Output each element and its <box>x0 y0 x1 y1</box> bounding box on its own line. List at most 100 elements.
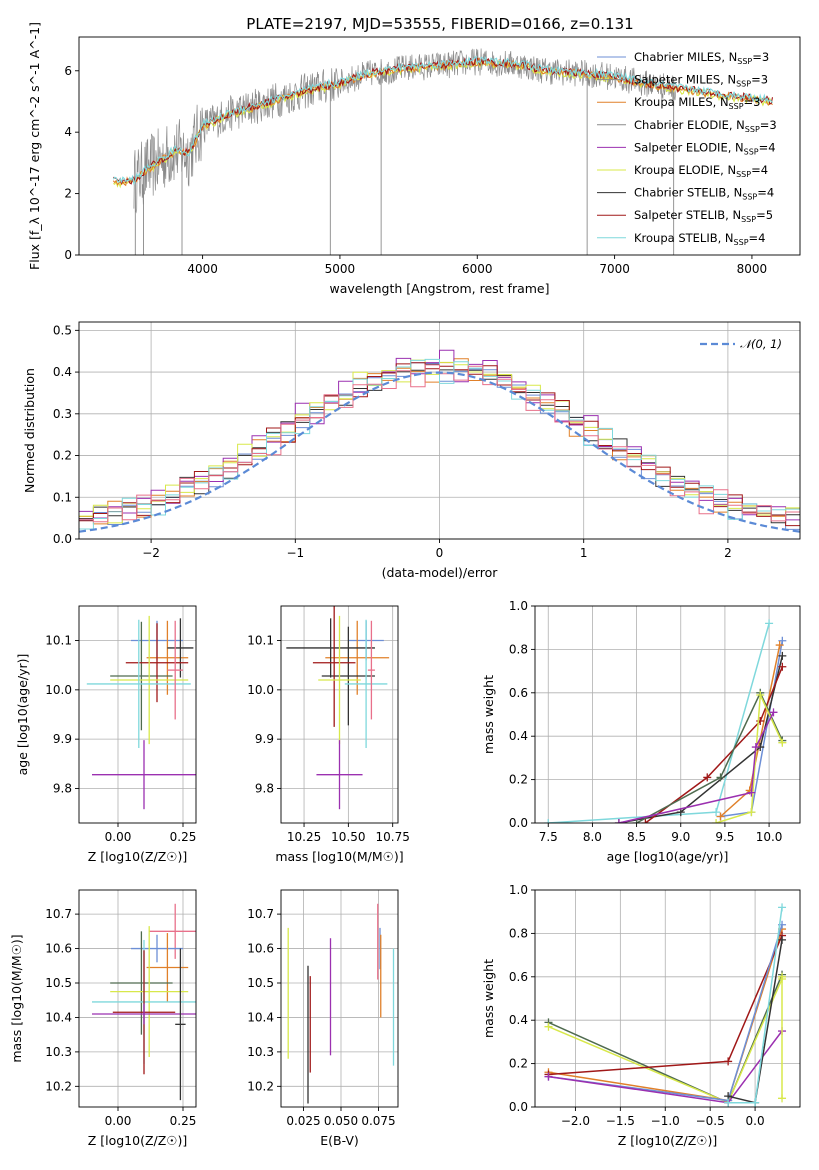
y-tick-label: 0.5 <box>53 323 72 337</box>
y-tick-label: 0.1 <box>53 490 72 504</box>
legend-label-rest: =3 <box>752 50 769 64</box>
y-tick-label: 0.0 <box>53 532 72 546</box>
x-tick-label: 0.025 <box>286 1114 320 1128</box>
mass-weight-marker <box>778 738 787 747</box>
legend-label-rest: =5 <box>756 208 773 222</box>
x-axis-label: mass [log10(M/M☉)] <box>275 849 403 864</box>
legend-label-text: Chabrier ELODIE, N <box>634 118 745 132</box>
y-axis-label: mass weight <box>481 675 496 754</box>
x-tick-label: 8000 <box>737 262 768 276</box>
spectrum-model-line <box>112 55 773 186</box>
x-tick-label: 0.25 <box>170 830 197 844</box>
legend-label-text: Salpeter ELODIE, N <box>634 140 744 154</box>
mass-weight-marker <box>544 819 553 823</box>
y-tick-label: 0.2 <box>509 773 528 787</box>
age-vs-Z-panel: 0.00 0.25 9.8 9.9 10.0 10.1 Z [log10(Z/Z☉)] age… <box>15 605 197 864</box>
y-tick-label: 1.0 <box>509 599 528 613</box>
x-tick-label: 0.25 <box>170 1114 197 1128</box>
mass-weight-marker <box>778 1094 787 1103</box>
mass-weight-marker <box>632 819 641 823</box>
y-tick-label: 0.8 <box>509 926 528 940</box>
legend-label: Chabrier MILES, NSSP=3 <box>634 50 769 66</box>
mass-weight-vs-age-panel: 7.5 8.0 8.5 9.0 9.5 10.0 0.0 0.2 0.4 0.6 0.8 1.0 age… <box>481 599 801 864</box>
legend-label-rest: =4 <box>757 186 774 200</box>
legend-label-sub: SSP <box>734 238 749 247</box>
age-vs-mass-panel: 10.25 10.50 10.75 9.8 9.9 10.0 10.1 mass [log10… <box>247 605 410 864</box>
y-tick-label: 9.9 <box>53 732 72 746</box>
legend-label-rest: =3 <box>760 118 777 132</box>
x-axis-label: wavelength [Angstrom, rest frame] <box>329 281 549 296</box>
legend-label-sub: SSP <box>744 147 759 156</box>
legend-label-rest: =4 <box>751 163 768 177</box>
mass-weight-marker <box>703 773 712 782</box>
y-tick-label: 10.1 <box>247 634 274 648</box>
mass-weight-line <box>644 666 783 823</box>
age-vs-Z-plot-area <box>86 615 196 810</box>
mass-weight-marker <box>712 808 721 817</box>
legend-label: Salpeter ELODIE, NSSP=4 <box>634 140 776 156</box>
x-tick-label: 0.00 <box>105 830 132 844</box>
mass-weight-vs-age-plot-area <box>544 619 787 823</box>
mass-weight-marker <box>716 812 725 821</box>
y-tick-label: 4 <box>64 125 72 139</box>
x-tick-label: 1 <box>580 546 588 560</box>
y-tick-label: 10.2 <box>45 1079 72 1093</box>
spectrum-plot-area <box>112 48 774 255</box>
mass-weight-marker <box>778 651 787 660</box>
y-tick-label: 0.3 <box>53 407 72 421</box>
legend-label-rest: =3 <box>751 73 768 87</box>
legend-label-text: Chabrier STELIB, N <box>634 186 742 200</box>
mass-weight-marker <box>778 636 787 645</box>
gaussian-curve <box>79 371 800 533</box>
x-axis-label: E(B-V) <box>320 1133 359 1148</box>
legend-label-sub: SSP <box>736 170 751 179</box>
y-tick-label: 9.9 <box>255 732 274 746</box>
axes-frame <box>280 889 399 1108</box>
mass-weight-marker <box>751 743 760 752</box>
legend-label: Kroupa ELODIE, NSSP=4 <box>634 163 768 179</box>
mass-weight-marker <box>778 662 787 671</box>
histogram-step-line <box>79 364 800 523</box>
mass-vs-ebv-plot-area <box>287 903 395 1104</box>
age-vs-mass-plot-area <box>286 606 390 810</box>
x-tick-label: −2.0 <box>561 1114 590 1128</box>
y-tick-label: 10.7 <box>247 907 274 921</box>
legend-label: Chabrier ELODIE, NSSP=3 <box>634 118 777 134</box>
mass-weight-marker <box>724 1057 733 1066</box>
y-tick-label: 0.4 <box>53 365 72 379</box>
legend-label: Salpeter STELIB, NSSP=5 <box>634 208 773 224</box>
y-tick-label: 9.8 <box>255 781 274 795</box>
mass-vs-ebv-panel: 0.025 0.050 0.075 10.2 10.3 10.4 10.5 10.6 10.7 E… <box>247 889 399 1148</box>
y-tick-label: 0.4 <box>509 729 528 743</box>
legend-label-sub: SSP <box>737 57 752 66</box>
y-tick-label: 10.4 <box>45 1010 72 1024</box>
x-axis-label: Z [log10(Z/Z☉)] <box>618 1133 718 1148</box>
x-tick-label: 9.5 <box>715 830 734 844</box>
x-tick-label: 10.75 <box>376 830 410 844</box>
x-tick-label: −2 <box>142 546 160 560</box>
y-tick-label: 2 <box>64 187 72 201</box>
mass-weight-marker <box>775 641 784 650</box>
plot-layer: 4000 5000 6000 7000 8000 0 2 4 6 wavelength [Angs… <box>9 22 801 1148</box>
axes-frame <box>534 889 801 1108</box>
legend-label: Salpeter MILES, NSSP=3 <box>634 73 768 89</box>
mass-weight-marker <box>778 903 787 912</box>
mass-weight-marker <box>614 819 623 823</box>
x-tick-label: 10.0 <box>756 830 783 844</box>
y-tick-label: 10.3 <box>45 1045 72 1059</box>
legend-label-sub: SSP <box>742 193 757 202</box>
x-tick-label: 10.50 <box>331 830 365 844</box>
y-tick-label: 10.3 <box>247 1045 274 1059</box>
mass-weight-marker <box>747 808 756 817</box>
y-tick-label: 10.5 <box>45 976 72 990</box>
legend-label-sub: SSP <box>741 215 756 224</box>
axes-frame <box>534 605 801 824</box>
x-tick-label: 4000 <box>187 262 218 276</box>
x-tick-label: 0.075 <box>361 1114 395 1128</box>
x-tick-label: 5000 <box>325 262 356 276</box>
axes-frame <box>78 321 801 540</box>
mass-weight-marker <box>716 773 725 782</box>
mass-weight-marker <box>765 619 774 628</box>
y-tick-label: 0.8 <box>509 642 528 656</box>
